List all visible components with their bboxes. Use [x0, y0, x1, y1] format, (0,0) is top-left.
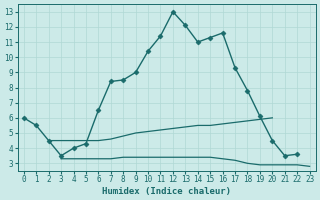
X-axis label: Humidex (Indice chaleur): Humidex (Indice chaleur)	[102, 187, 231, 196]
